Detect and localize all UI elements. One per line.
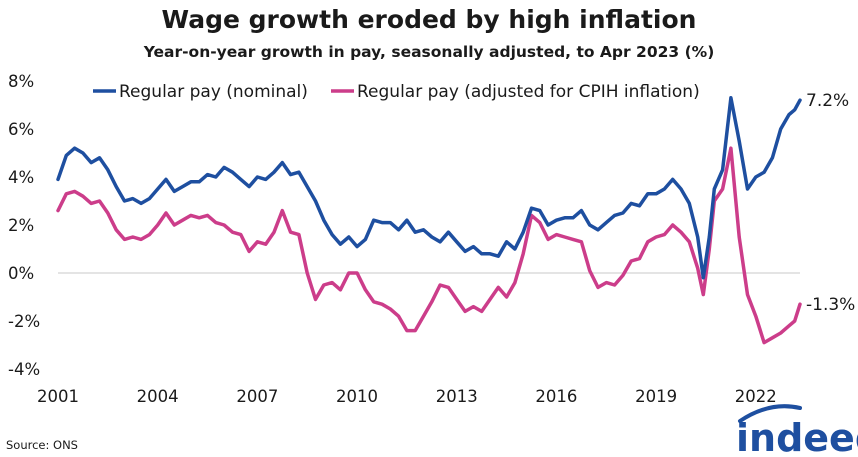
end-label-nominal: 7.2% (806, 91, 849, 111)
end-labels: 7.2% -1.3% (806, 91, 855, 315)
y-tick-label: -2% (8, 312, 40, 331)
y-tick-label: 4% (8, 168, 34, 187)
y-tick-label: 2% (8, 216, 34, 235)
y-axis: 8% 6% 4% 2% 0% -2% -4% (8, 72, 40, 379)
end-label-real: -1.3% (806, 295, 855, 315)
x-tick-label: 2016 (535, 387, 577, 406)
y-tick-label: 6% (8, 120, 34, 139)
x-tick-label: 2010 (336, 387, 378, 406)
chart-subtitle: Year-on-year growth in pay, seasonally a… (143, 43, 715, 61)
y-tick-label: 0% (8, 264, 34, 283)
indeed-logo: indeed (736, 404, 858, 457)
series-line-real (56, 146, 802, 345)
x-axis: 2001 2004 2007 2010 2013 2016 2019 2022 (37, 387, 777, 406)
x-tick-label: 2019 (635, 387, 677, 406)
chart-title: Wage growth eroded by high inflation (162, 5, 697, 34)
logo-arc-mark (738, 404, 802, 423)
y-tick-label: 8% (8, 72, 34, 91)
x-tick-label: 2001 (37, 387, 79, 406)
source-note: Source: ONS (6, 438, 78, 452)
x-tick-label: 2007 (236, 387, 278, 406)
series-line-nominal (56, 96, 802, 280)
x-tick-label: 2022 (735, 387, 777, 406)
legend-label-real: Regular pay (adjusted for CPIH inflation… (357, 82, 700, 102)
y-tick-label: -4% (8, 360, 40, 379)
logo-wordmark: indeed (736, 416, 858, 457)
series-layer (56, 96, 802, 345)
x-tick-label: 2004 (137, 387, 179, 406)
legend-label-nominal: Regular pay (nominal) (119, 82, 308, 102)
legend: Regular pay (nominal) Regular pay (adjus… (93, 82, 700, 102)
x-tick-label: 2013 (436, 387, 478, 406)
